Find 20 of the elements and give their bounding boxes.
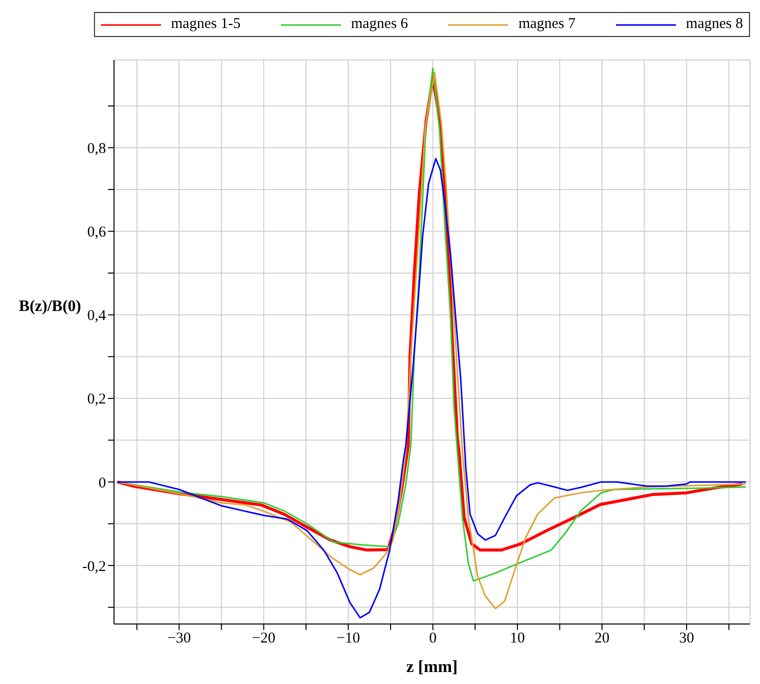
y-tick-label: 0,6 (87, 224, 106, 241)
y-tick-label: 0,2 (87, 392, 106, 408)
y-tick-label: 0,4 (87, 308, 106, 324)
y-tick-label: 0,8 (87, 141, 106, 158)
legend-label: magnes 8 (684, 16, 743, 33)
x-tick-label: 10 (510, 630, 525, 647)
y-tick-label: 0 (98, 475, 106, 492)
x-tick-label: 30 (679, 630, 694, 647)
legend-label: magnes 1-5 (170, 16, 241, 33)
x-tick-label: 0 (429, 630, 437, 647)
y-tick-label: -0,2 (82, 558, 106, 575)
x-tick-label: −10 (336, 630, 360, 647)
line-series (116, 158, 747, 618)
x-axis-title: z [mm] (406, 657, 458, 676)
y-axis-title: B(z)/B(0) (18, 298, 82, 315)
legend-label: magnes 6 (350, 16, 408, 33)
x-tick-label: −20 (252, 630, 276, 647)
legend-label: magnes 7 (517, 16, 576, 33)
x-tick-label: 20 (594, 630, 610, 647)
x-tick-label: −30 (167, 630, 191, 647)
